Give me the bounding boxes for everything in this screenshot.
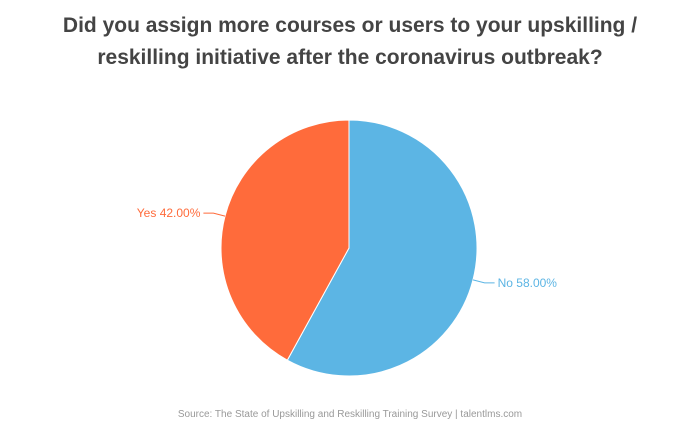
- pie-label-no: No 58.00%: [498, 276, 558, 290]
- pie-leader-line-no: [472, 279, 495, 284]
- pie-label-yes: Yes 42.00%: [137, 206, 201, 220]
- source-note: Source: The State of Upskilling and Resk…: [177, 409, 523, 420]
- chart-title: Did you assign more courses or users to …: [0, 10, 700, 74]
- pie-leader-line-yes: [203, 212, 226, 217]
- chart-title-line-2: reskilling initiative after the coronavi…: [97, 46, 603, 69]
- pie-slice-yes: [220, 119, 350, 361]
- chart-title-line-1: Did you assign more courses or users to …: [62, 14, 638, 37]
